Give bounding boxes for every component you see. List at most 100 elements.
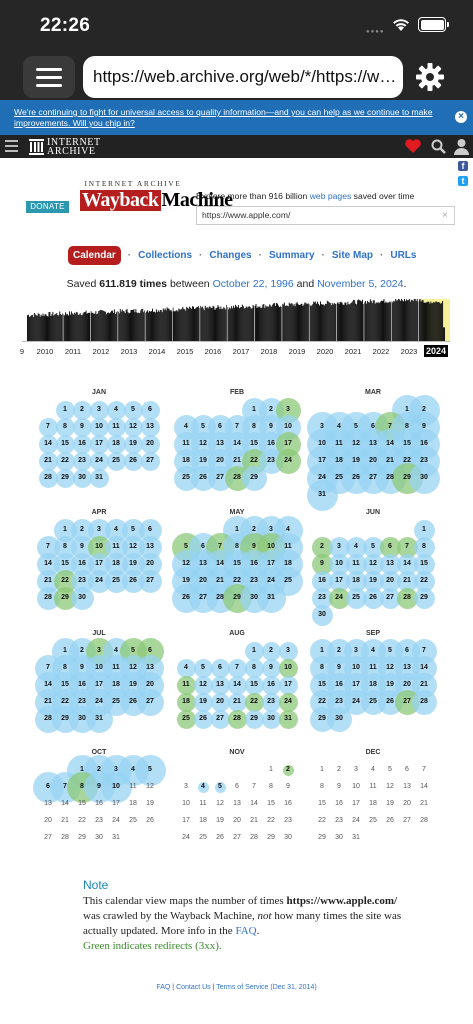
calendar-day[interactable]: 13 — [386, 560, 394, 567]
calendar-day[interactable]: 28 — [233, 474, 241, 481]
calendar-day[interactable]: 29 — [61, 715, 69, 722]
calendar-day[interactable]: 23 — [267, 698, 275, 705]
calendar-day[interactable]: 6 — [46, 783, 50, 790]
calendar-day[interactable]: 11 — [335, 440, 343, 447]
calendar-day[interactable]: 5 — [371, 543, 375, 550]
calendar-day[interactable]: 5 — [184, 543, 188, 550]
calendar-day[interactable]: 6 — [405, 647, 409, 654]
year-label[interactable]: 2010 — [36, 347, 54, 356]
calendar-day[interactable]: 4 — [354, 543, 358, 550]
calendar-day[interactable]: 10 — [318, 440, 326, 447]
calendar-day[interactable]: 21 — [44, 457, 52, 464]
notice-link[interactable]: We're continuing to fight for universal … — [14, 107, 433, 128]
calendar-day[interactable]: 24 — [284, 698, 292, 705]
calendar-day[interactable]: 21 — [44, 577, 52, 584]
calendar-day[interactable]: 29 — [318, 715, 326, 722]
ia-logo[interactable]: INTERNET ARCHIVE — [29, 138, 101, 157]
calendar-day[interactable]: 28 — [44, 474, 52, 481]
calendar-day[interactable]: 28 — [386, 474, 394, 481]
calendar-day[interactable]: 16 — [420, 440, 428, 447]
calendar-day[interactable]: 26 — [369, 594, 377, 601]
calendar-day[interactable]: 14 — [420, 664, 428, 671]
calendar-day[interactable]: 7 — [388, 423, 392, 430]
calendar-day[interactable]: 26 — [129, 698, 137, 705]
calendar-day[interactable]: 1 — [63, 647, 67, 654]
calendar-day[interactable]: 27 — [216, 715, 224, 722]
calendar-day[interactable]: 3 — [269, 526, 273, 533]
calendar-day[interactable]: 12 — [129, 664, 137, 671]
calendar-day[interactable]: 27 — [146, 698, 154, 705]
calendar-day[interactable]: 17 — [318, 457, 326, 464]
calendar-day[interactable]: 21 — [44, 698, 52, 705]
calendar-day[interactable]: 2 — [80, 647, 84, 654]
calendar-day[interactable]: 30 — [78, 715, 86, 722]
calendar-day[interactable]: 20 — [146, 440, 154, 447]
close-icon[interactable]: × — [455, 111, 467, 123]
calendar-day[interactable]: 20 — [216, 457, 224, 464]
year-label[interactable]: 2011 — [64, 347, 82, 356]
calendar-day[interactable]: 16 — [250, 560, 258, 567]
calendar-day[interactable]: 27 — [199, 594, 207, 601]
calendar-day[interactable]: 12 — [199, 440, 207, 447]
calendar-day[interactable]: 3 — [354, 647, 358, 654]
calendar-day[interactable]: 7 — [218, 543, 222, 550]
calendar-day[interactable]: 15 — [61, 681, 69, 688]
calendar-day[interactable]: 2 — [80, 526, 84, 533]
calendar-day[interactable]: 25 — [369, 698, 377, 705]
calendar-day[interactable]: 24 — [95, 457, 103, 464]
note-faq-link[interactable]: FAQ — [235, 925, 257, 937]
calendar-day[interactable]: 19 — [199, 698, 207, 705]
user-icon[interactable] — [454, 138, 469, 155]
calendar-day[interactable]: 11 — [182, 440, 190, 447]
calendar-day[interactable]: 10 — [112, 783, 120, 790]
calendar-day[interactable]: 10 — [95, 423, 103, 430]
calendar-day[interactable]: 25 — [112, 457, 120, 464]
calendar-day[interactable]: 12 — [129, 543, 137, 550]
calendar-day[interactable]: 11 — [352, 560, 360, 567]
calendar-day[interactable]: 7 — [63, 783, 67, 790]
calendar-day[interactable]: 19 — [129, 681, 137, 688]
calendar-day[interactable]: 3 — [114, 766, 118, 773]
calendar-day[interactable]: 14 — [403, 560, 411, 567]
heart-icon[interactable] — [404, 138, 422, 154]
tab-summary[interactable]: Summary — [268, 249, 315, 261]
calendar-day[interactable]: 29 — [250, 715, 258, 722]
calendar-day[interactable]: 15 — [403, 440, 411, 447]
year-label[interactable]: 2022 — [372, 347, 390, 356]
calendar-day[interactable]: 27 — [146, 457, 154, 464]
calendar-day[interactable]: 19 — [386, 681, 394, 688]
calendar-day[interactable]: 2 — [97, 766, 101, 773]
tab-urls[interactable]: URLs — [390, 249, 417, 261]
calendar-day[interactable]: 13 — [199, 560, 207, 567]
calendar-day[interactable]: 4 — [286, 526, 290, 533]
calendar-day[interactable]: 2 — [337, 647, 341, 654]
calendar-day[interactable]: 8 — [63, 423, 67, 430]
calendar-day[interactable]: 20 — [369, 457, 377, 464]
footer-faq-link[interactable]: FAQ — [156, 984, 171, 991]
calendar-day[interactable]: 1 — [63, 406, 67, 413]
calendar-day[interactable]: 11 — [112, 423, 120, 430]
calendar-day[interactable]: 8 — [252, 423, 256, 430]
calendar-day[interactable]: 11 — [112, 664, 120, 671]
calendar-day[interactable]: 23 — [78, 698, 86, 705]
first-capture-link[interactable]: October 22, 1996 — [212, 278, 294, 290]
address-field[interactable]: https://web.archive.org/web/*/https://ww… — [83, 56, 403, 98]
calendar-day[interactable]: 28 — [44, 594, 52, 601]
calendar-day[interactable]: 29 — [420, 594, 428, 601]
year-label[interactable]: 2013 — [120, 347, 138, 356]
calendar-day[interactable]: 10 — [95, 543, 103, 550]
calendar-day[interactable]: 10 — [335, 560, 343, 567]
hamburger-icon[interactable] — [5, 140, 18, 152]
calendar-day[interactable]: 22 — [318, 698, 326, 705]
calendar-day[interactable]: 15 — [250, 440, 258, 447]
search-icon[interactable] — [431, 139, 446, 154]
calendar-day[interactable]: 10 — [267, 543, 275, 550]
calendar-day[interactable]: 25 — [182, 715, 190, 722]
calendar-day[interactable]: 19 — [182, 577, 190, 584]
calendar-day[interactable]: 24 — [267, 577, 275, 584]
calendar-day[interactable]: 24 — [284, 457, 292, 464]
twitter-icon[interactable]: t — [458, 176, 468, 186]
calendar-day[interactable]: 24 — [318, 474, 326, 481]
calendar-day[interactable]: 23 — [78, 457, 86, 464]
calendar-day[interactable]: 27 — [386, 594, 394, 601]
